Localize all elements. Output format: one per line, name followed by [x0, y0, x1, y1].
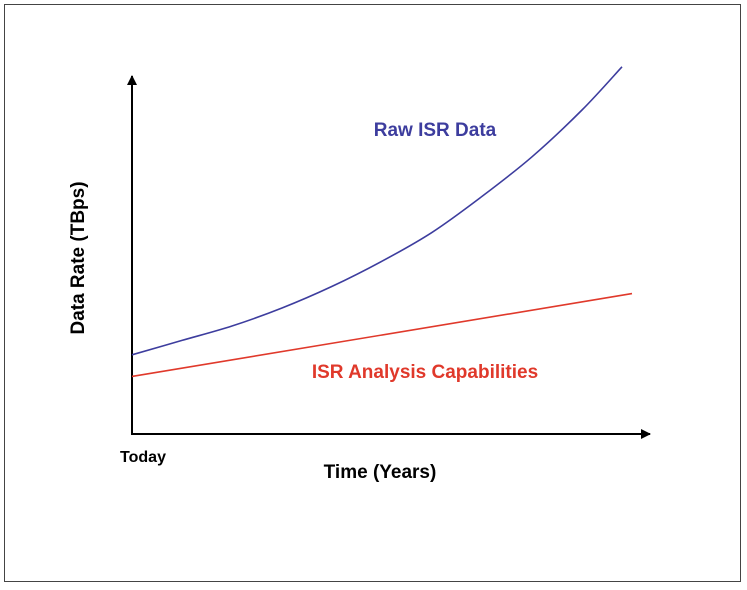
x-axis-label: Time (Years)	[324, 462, 437, 483]
figure-frame	[4, 4, 741, 582]
series-line-isr-analysis-capabilities	[131, 292, 633, 378]
series-line-raw-isr-data	[131, 66, 623, 356]
x-start-tick-label: Today	[120, 449, 166, 466]
y-axis-label: Data Rate (TBps)	[68, 181, 89, 334]
series-label-isr-analysis-capabilities: ISR Analysis Capabilities	[312, 362, 538, 383]
series-label-raw-isr-data: Raw ISR Data	[374, 120, 497, 141]
